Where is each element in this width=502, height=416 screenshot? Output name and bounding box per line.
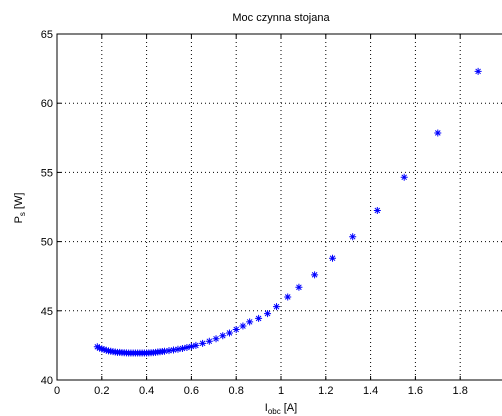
y-axis-label-unit: [W] bbox=[13, 193, 25, 210]
y-axis-label: Ps [W] bbox=[13, 193, 27, 224]
x-tick-label: 1.2 bbox=[318, 385, 333, 397]
data-point bbox=[169, 346, 177, 354]
x-tick-label: 1.4 bbox=[363, 385, 378, 397]
data-point bbox=[93, 343, 101, 351]
x-tick-label: 1 bbox=[278, 385, 284, 397]
x-axis-label: Iobc [A] bbox=[265, 402, 297, 416]
data-point bbox=[349, 233, 357, 241]
data-point bbox=[205, 337, 213, 345]
data-point bbox=[192, 341, 200, 349]
data-point bbox=[295, 283, 303, 291]
data-point bbox=[212, 335, 220, 343]
data-point bbox=[165, 347, 173, 355]
data-point bbox=[373, 206, 381, 214]
x-tick-label: 0.6 bbox=[184, 385, 199, 397]
grid-lines bbox=[57, 34, 502, 380]
data-point bbox=[102, 346, 110, 354]
data-point bbox=[264, 310, 272, 318]
data-point bbox=[183, 343, 191, 351]
y-tick-label: 45 bbox=[41, 306, 53, 318]
x-axis-label-unit: [A] bbox=[284, 402, 297, 414]
data-point bbox=[329, 254, 337, 262]
x-tick-label: 0.8 bbox=[229, 385, 244, 397]
y-tick-label: 55 bbox=[41, 167, 53, 179]
x-axis-label-sub: obc bbox=[268, 407, 281, 416]
x-tick-label: 1.8 bbox=[453, 385, 468, 397]
data-points bbox=[93, 67, 482, 357]
data-point bbox=[178, 344, 186, 352]
x-tick-labels: 00.20.40.60.811.21.41.61.82 bbox=[54, 385, 502, 397]
data-point bbox=[100, 346, 108, 354]
y-tick-label: 50 bbox=[41, 237, 53, 249]
axes bbox=[56, 33, 502, 381]
data-point bbox=[96, 344, 104, 352]
x-tick-label: 1.6 bbox=[408, 385, 423, 397]
y-tick-label: 65 bbox=[41, 29, 53, 41]
data-point bbox=[434, 129, 442, 137]
data-point bbox=[225, 329, 233, 337]
data-point bbox=[284, 293, 292, 301]
data-point bbox=[474, 67, 482, 75]
data-point bbox=[199, 339, 207, 347]
data-point bbox=[174, 345, 182, 353]
data-point bbox=[219, 332, 227, 340]
chart-title: Moc czynna stojana bbox=[232, 12, 330, 24]
x-axis-label-main: I bbox=[265, 402, 268, 414]
y-axis-label-sub: s bbox=[18, 212, 27, 216]
data-point bbox=[239, 322, 247, 330]
plot-area bbox=[57, 34, 502, 380]
y-axis-label-main: P bbox=[13, 216, 25, 223]
y-tick-labels: 40 45 50 55 60 65 bbox=[41, 29, 53, 387]
data-point bbox=[400, 173, 408, 181]
data-point bbox=[246, 318, 254, 326]
data-point bbox=[161, 347, 169, 355]
data-point bbox=[311, 271, 319, 279]
y-tick-label: 60 bbox=[41, 98, 53, 110]
data-point bbox=[187, 343, 195, 351]
x-tick-label: 0.2 bbox=[94, 385, 109, 397]
data-point bbox=[255, 314, 263, 322]
y-tick-label: 40 bbox=[41, 375, 53, 387]
data-point bbox=[273, 303, 281, 311]
data-point bbox=[232, 325, 240, 333]
x-tick-label: 0 bbox=[54, 385, 60, 397]
data-point bbox=[98, 345, 106, 353]
x-tick-label: 0.4 bbox=[139, 385, 154, 397]
